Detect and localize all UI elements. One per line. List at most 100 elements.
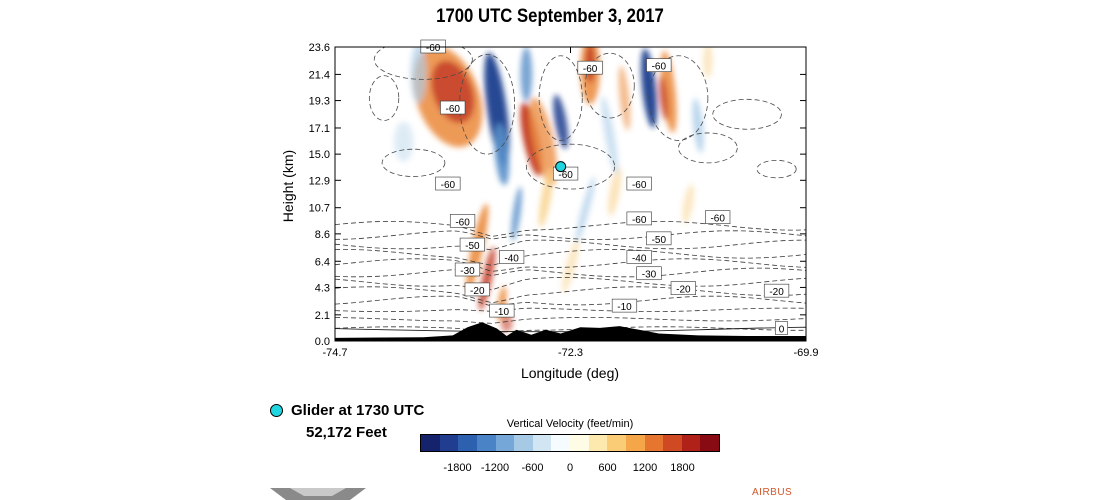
- velocity-cell: [601, 96, 619, 175]
- velocity-cell: [618, 65, 631, 131]
- colorbar-swatch: [625, 435, 645, 451]
- contour-label: -60: [632, 180, 647, 191]
- contour-loop: [368, 75, 400, 121]
- colorbar-swatch: [439, 435, 459, 451]
- contour-label-box: [449, 214, 476, 228]
- contour-label: -20: [769, 287, 784, 298]
- contour-line: [335, 248, 806, 266]
- contour-label-box: [435, 176, 461, 191]
- glider-altitude: 52,172 Feet: [306, 423, 387, 441]
- contour-label: -60: [441, 180, 456, 191]
- contour-label: -60: [558, 170, 573, 181]
- x-tick-label: -74.7: [322, 347, 347, 359]
- colorbar-tick-label: 1200: [632, 462, 658, 474]
- contour-label-box: [577, 60, 603, 75]
- contour-label-box: [646, 58, 672, 72]
- velocity-cell: [528, 97, 558, 186]
- terrain-profile: [335, 322, 806, 341]
- colorbar-swatch: [551, 435, 570, 451]
- contour-loop: [756, 159, 797, 179]
- velocity-cell: [511, 186, 522, 242]
- colorbar-swatch: [644, 435, 664, 451]
- contour-label: -60: [426, 43, 441, 54]
- contour-label-box: [459, 237, 485, 252]
- contour-line: [335, 277, 806, 291]
- velocity-cell: [553, 94, 569, 149]
- colorbar-swatch: [663, 435, 682, 451]
- contour-line: [335, 239, 806, 251]
- axes: 0.0 2.1 4.3 6.4 8.6 10.7 12.9 15.0 17.1 19.3 21.4 2…: [309, 42, 819, 359]
- contour-label-box: [646, 231, 672, 246]
- contour-label: -20: [470, 286, 485, 297]
- contour-label-box: [440, 100, 466, 115]
- contour-label: 0: [779, 325, 785, 336]
- colorbar-swatch: [495, 435, 515, 451]
- contour-line: [335, 295, 806, 307]
- chart-title: 1700 UTC September 3, 2017: [436, 6, 664, 27]
- contour-line: [335, 230, 806, 240]
- contour-label: -60: [710, 214, 725, 225]
- contour-label-box: [626, 211, 652, 226]
- colorbar-swatch: [607, 435, 626, 451]
- contour-line: [335, 307, 806, 312]
- velocity-cell: [538, 168, 554, 228]
- contour-label: -10: [495, 307, 510, 318]
- colorbar-swatch: [588, 435, 608, 451]
- contour-label: -10: [617, 302, 632, 313]
- contour-label-box: [489, 303, 515, 318]
- y-tick-label: 19.3: [309, 96, 330, 108]
- colorbar-swatch: [700, 435, 719, 451]
- colorbar-swatch: [458, 435, 477, 451]
- contour-label: -20: [676, 285, 691, 296]
- y-axis-title: Height (km): [280, 150, 296, 222]
- y-tick-label: 15.0: [309, 149, 330, 161]
- colorbar-tick-label: -600: [521, 462, 544, 474]
- contour-line: [335, 317, 806, 324]
- airbus-logo: AIRBUS: [752, 487, 793, 498]
- y-tick-label: 12.9: [309, 175, 330, 187]
- y-tick-label: 4.3: [315, 282, 330, 294]
- contour-label-box: [464, 282, 490, 297]
- glider-marker-layer: [555, 161, 567, 173]
- contour-label-box: [775, 321, 788, 335]
- contour-label-box: [636, 266, 662, 281]
- colorbar-tick-label: -1800: [443, 462, 472, 474]
- y-tick-label: 17.1: [309, 123, 330, 135]
- velocity-cell: [410, 47, 427, 104]
- velocity-cell: [682, 184, 695, 224]
- colorbar-swatch: [514, 435, 533, 451]
- velocity-cell: [393, 121, 414, 162]
- contour-loop: [538, 55, 583, 141]
- velocity-cell: [702, 47, 713, 79]
- colorbar-tick-label: 1800: [670, 462, 695, 474]
- velocity-cell: [659, 75, 669, 121]
- contour-loop: [373, 47, 473, 80]
- velocity-cell: [608, 166, 622, 217]
- velocity-cell: [640, 48, 658, 128]
- contour-loop: [678, 132, 738, 164]
- y-tick-label: 10.7: [309, 203, 330, 215]
- contour-loop: [381, 148, 446, 177]
- glider-position-marker: [555, 161, 567, 173]
- y-tick-label: 0.0: [315, 336, 330, 348]
- colorbar-tick-label: 600: [598, 462, 617, 474]
- contour-label: -60: [446, 104, 461, 115]
- colorbar-swatch: [532, 435, 552, 451]
- contour-label-box: [626, 250, 652, 264]
- colorbar: [420, 434, 720, 452]
- contour-loop: [712, 98, 782, 130]
- colorbar-swatch: [476, 435, 496, 451]
- y-tick-label: 8.6: [315, 229, 330, 241]
- velocity-cell: [575, 176, 596, 244]
- velocity-cell: [520, 47, 533, 102]
- y-tick-label: 21.4: [309, 69, 330, 81]
- corner-logo-icon: [270, 488, 366, 500]
- temperature-contours: [335, 47, 806, 334]
- contour-label: -50: [465, 241, 480, 252]
- contour-label: -40: [632, 254, 647, 265]
- contour-label: -40: [504, 254, 519, 265]
- glider-label: Glider at 1730 UTC: [291, 401, 425, 419]
- terrain: [335, 322, 806, 341]
- contour-labels: -60 -60 -60 -60 -60 -60 -60 -60 -60 -60 -50 -50 -40 -…: [420, 39, 790, 336]
